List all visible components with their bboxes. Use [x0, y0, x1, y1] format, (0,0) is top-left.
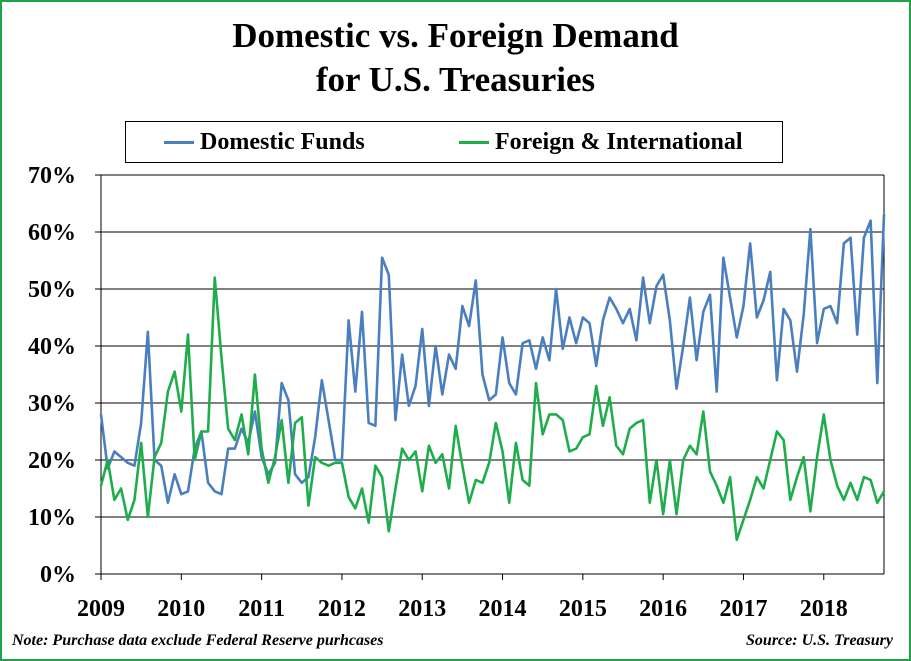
legend-item-domestic: Domestic Funds [164, 122, 365, 162]
chart-legend: Domestic Funds Foreign & International [125, 121, 783, 163]
footnote: Note: Purchase data exclude Federal Rese… [12, 632, 384, 649]
chart-title: Domestic vs. Foreign Demand for U.S. Tre… [0, 14, 911, 102]
legend-item-foreign: Foreign & International [459, 122, 743, 162]
legend-label-domestic: Domestic Funds [200, 128, 365, 155]
legend-swatch-domestic [164, 140, 194, 144]
legend-label-foreign: Foreign & International [495, 128, 743, 155]
title-line-2: for U.S. Treasuries [315, 60, 596, 99]
legend-swatch-foreign [459, 140, 489, 144]
title-line-1: Domestic vs. Foreign Demand [232, 16, 679, 55]
source-note: Source: U.S. Treasury [746, 632, 893, 649]
